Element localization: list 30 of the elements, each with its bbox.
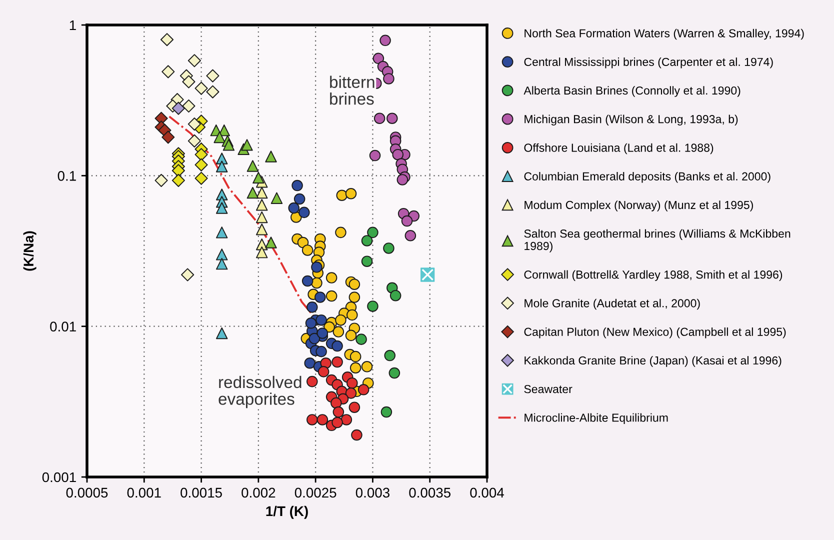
- y-axis-title: (K/Na): [23, 231, 36, 271]
- legend-label: Microcline-Albite Equilibrium: [524, 413, 668, 424]
- x-tick-label: 0.004: [470, 488, 504, 498]
- annotation: redissolved evaporites: [218, 376, 302, 408]
- y-tick-label: 0.01: [50, 322, 76, 332]
- annotation: bittern brines: [330, 76, 374, 105]
- legend-label: Modum Complex (Norway) (Munz et al 1995): [524, 200, 753, 212]
- legend-label: Columbian Emerald deposits (Banks et al. 2000): [524, 172, 770, 183]
- x-tick-label: 0.003: [356, 488, 390, 498]
- x-tick-label: 0.0015: [180, 488, 222, 498]
- legend-label: Michigan Basin (Wilson & Long, 1993a, b): [524, 114, 738, 126]
- legend-label: Alberta Basin Brines (Connolly et al. 1990): [524, 86, 740, 97]
- x-tick-label: 0.001: [127, 488, 161, 498]
- legend-label: Salton Sea geothermal brines (Williams & McKibben 1989): [524, 229, 790, 252]
- legend-label: North Sea Formation Waters (Warren & Smalley, 1994): [524, 28, 804, 40]
- x-tick-label: 0.0025: [294, 488, 336, 498]
- legend-label: Capitan Pluton (New Mexico) (Campbell et al 1995): [524, 327, 786, 338]
- x-tick-label: 0.0005: [66, 488, 108, 498]
- legend-label: Mole Granite (Audetat et al., 2000): [524, 298, 700, 310]
- y-tick-label: 0.1: [58, 171, 76, 181]
- y-tick-label: 0.001: [42, 472, 76, 482]
- legend-label: Seawater: [524, 385, 572, 394]
- x-axis-title: 1/T (K): [266, 506, 308, 519]
- legend-label: Kakkonda Granite Brine (Japan) (Kasai et al 1996): [524, 356, 782, 367]
- legend-label: Central Mississippi brines (Carpenter et al. 1974): [524, 58, 773, 68]
- legend-label: Cornwall (Bottrell& Yardley 1988, Smith et al 1996): [524, 270, 782, 281]
- legend-label: Offshore Louisiana (Land et al. 1988): [524, 143, 714, 154]
- y-tick-label: 1: [70, 20, 76, 30]
- x-tick-label: 0.0035: [409, 488, 451, 498]
- x-tick-label: 0.002: [242, 488, 276, 498]
